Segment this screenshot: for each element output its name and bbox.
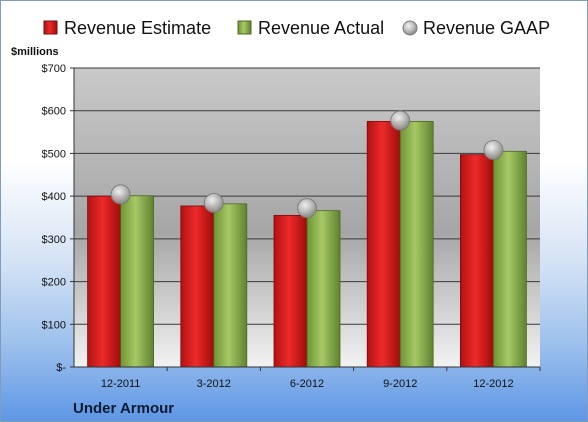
x-tick-label: 12-2011 [101,378,141,390]
x-tick-label: 3-2012 [197,378,231,390]
bar-revenue-actual [399,120,434,368]
y-tick-label: $100 [42,319,66,331]
company-label: Under Armour [73,400,174,417]
y-tick-label: $400 [42,191,66,203]
x-tick-label: 6-2012 [290,378,324,390]
marker-revenue-gaap [483,140,504,161]
y-tick-label: $700 [42,63,66,75]
bar-revenue-actual [306,210,341,368]
bar-revenue-estimate [87,195,121,368]
marker-revenue-gaap [110,184,131,205]
bar-revenue-estimate [459,154,494,368]
y-tick-label: $- [56,362,66,374]
legend-label: Revenue Actual [258,18,384,38]
legend-label: Revenue Estimate [64,18,211,38]
gaap-markers [110,110,504,219]
bar-revenue-actual [120,195,154,368]
bar-revenue-estimate [273,214,308,368]
bar-revenue-estimate [180,205,215,368]
legend: Revenue Estimate Revenue Actual Revenue GA… [43,18,550,38]
marker-revenue-gaap [390,110,411,131]
bar-revenue-estimate [366,120,401,368]
legend-label: Revenue GAAP [423,18,550,38]
bar-revenue-actual [213,203,248,368]
legend-swatch-estimate [43,20,58,35]
x-tick-label: 9-2012 [383,378,417,390]
bar-revenue-actual [492,150,527,368]
y-tick-label: $500 [42,148,66,160]
legend-swatch-actual [237,20,252,35]
marker-revenue-gaap [203,192,224,213]
axes: $- $100 $200 $300 $400 $500 $600 $700 12-2011 3-2… [42,63,541,390]
marker-revenue-gaap [297,198,317,219]
y-tick-label: $600 [42,106,66,118]
y-axis-unit-label: $millions [11,46,59,58]
y-tick-label: $200 [42,277,66,289]
legend-swatch-gaap [402,20,418,36]
x-tick-label: 12-2012 [473,378,513,390]
y-tick-label: $300 [42,234,66,246]
